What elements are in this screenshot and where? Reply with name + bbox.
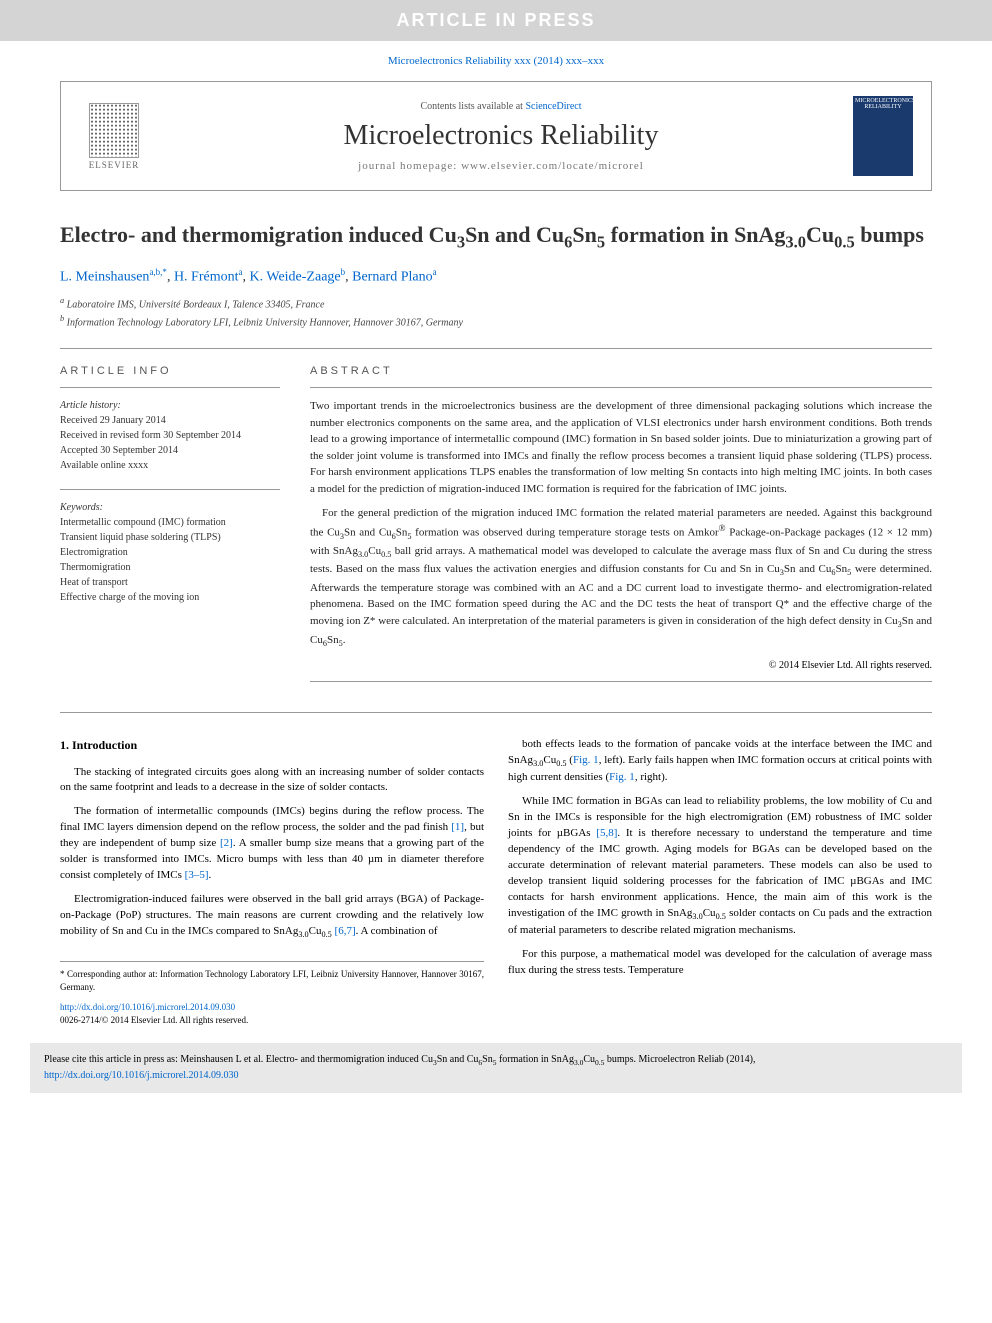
affiliation: b Information Technology Laboratory LFI,… [60,313,932,330]
body-paragraph: While IMC formation in BGAs can lead to … [508,794,932,939]
divider [60,489,280,490]
body-columns: 1. Introduction The stacking of integrat… [0,713,992,1043]
header-center: Contents lists available at ScienceDirec… [149,101,853,172]
keyword-item: Effective charge of the moving ion [60,590,280,605]
journal-name: Microelectronics Reliability [149,120,853,152]
body-paragraph: Electromigration-induced failures were o… [60,892,484,941]
abstract-p1: Two important trends in the microelectro… [310,398,932,497]
author-affil-sup: b [341,267,346,277]
affiliation: a Laboratoire IMS, Université Bordeaux I… [60,295,932,312]
article-in-press-banner: ARTICLE IN PRESS [0,0,992,41]
abstract-p2: For the general prediction of the migrat… [310,505,932,650]
abstract-text: Two important trends in the microelectro… [310,398,932,650]
section-heading-intro: 1. Introduction [60,737,484,754]
author-affil-sup: a,b,* [149,267,167,277]
ref-link[interactable]: [2] [220,837,233,849]
author-link[interactable]: Bernard Plano [352,269,432,284]
homepage-prefix: journal homepage: [358,160,461,172]
keyword-item: Transient liquid phase soldering (TLPS) [60,530,280,545]
copyright: © 2014 Elsevier Ltd. All rights reserved… [310,660,932,671]
author-affil-sup: a [239,267,243,277]
article-info-label: ARTICLE INFO [60,365,280,377]
abstract-column: ABSTRACT Two important trends in the mic… [310,365,932,692]
article-info-column: ARTICLE INFO Article history: Received 2… [60,365,280,692]
footer-doi-link[interactable]: http://dx.doi.org/10.1016/j.microrel.201… [44,1070,239,1081]
homepage-url: www.elsevier.com/locate/microrel [461,160,644,172]
journal-header: ELSEVIER Contents lists available at Sci… [60,81,932,191]
author-link[interactable]: L. Meinshausen [60,269,149,284]
corresponding-author: * Corresponding author at: Information T… [60,961,484,993]
keyword-item: Thermomigration [60,560,280,575]
doi-link[interactable]: http://dx.doi.org/10.1016/j.microrel.201… [60,1002,235,1012]
body-paragraph: both effects leads to the formation of p… [508,737,932,786]
elsevier-tree-icon [89,103,139,158]
citation-line: Microelectronics Reliability xxx (2014) … [0,41,992,81]
sciencedirect-link[interactable]: ScienceDirect [525,101,581,112]
elsevier-text: ELSEVIER [89,160,140,170]
cite-footer: Please cite this article in press as: Me… [30,1043,962,1093]
elsevier-logo: ELSEVIER [79,96,149,176]
cover-text: MICROELECTRONICS RELIABILITY [853,96,913,112]
body-right-paragraphs: both effects leads to the formation of p… [508,737,932,979]
body-paragraph: The stacking of integrated circuits goes… [60,765,484,797]
figure-link[interactable]: Fig. 1 [573,754,599,766]
divider [60,348,932,349]
issn-copyright: 0026-2714/© 2014 Elsevier Ltd. All right… [60,1015,248,1025]
keywords-list: Intermetallic compound (IMC) formationTr… [60,515,280,605]
divider [60,387,280,388]
keyword-item: Electromigration [60,545,280,560]
history-title: Article history: [60,398,280,413]
authors-list: L. Meinshausena,b,*, H. Frémonta, K. Wei… [60,267,932,286]
doi-block: http://dx.doi.org/10.1016/j.microrel.201… [60,1001,484,1027]
article-front-matter: Electro- and thermomigration induced Cu3… [0,191,992,712]
body-paragraph: The formation of intermetallic compounds… [60,804,484,884]
contents-prefix: Contents lists available at [420,101,525,112]
history-received: Received 29 January 2014 [60,413,280,428]
ref-link[interactable]: [1] [451,821,464,833]
keyword-item: Heat of transport [60,575,280,590]
article-history: Article history: Received 29 January 201… [60,398,280,473]
figure-link[interactable]: Fig. 1 [609,771,635,783]
ref-link[interactable]: [5,8] [596,827,617,839]
info-abstract-row: ARTICLE INFO Article history: Received 2… [60,365,932,692]
affiliations: a Laboratoire IMS, Université Bordeaux I… [60,295,932,330]
body-left-paragraphs: The stacking of integrated circuits goes… [60,765,484,942]
author-link[interactable]: K. Weide-Zaage [250,269,341,284]
ref-link[interactable]: [3–5] [185,869,209,881]
author-affil-sup: a [433,267,437,277]
divider [310,681,932,682]
history-accepted: Accepted 30 September 2014 [60,443,280,458]
body-column-left: 1. Introduction The stacking of integrat… [60,737,484,1027]
keywords-title: Keywords: [60,500,280,515]
article-title: Electro- and thermomigration induced Cu3… [60,221,932,253]
keyword-item: Intermetallic compound (IMC) formation [60,515,280,530]
keywords-block: Keywords: Intermetallic compound (IMC) f… [60,500,280,605]
footer-cite-text: Please cite this article in press as: Me… [44,1054,755,1065]
body-column-right: both effects leads to the formation of p… [508,737,932,1027]
journal-cover-thumbnail: MICROELECTRONICS RELIABILITY [853,96,913,176]
journal-homepage: journal homepage: www.elsevier.com/locat… [149,160,853,172]
divider [310,387,932,388]
abstract-label: ABSTRACT [310,365,932,377]
contents-available: Contents lists available at ScienceDirec… [149,101,853,112]
author-link[interactable]: H. Frémont [174,269,239,284]
history-online: Available online xxxx [60,458,280,473]
history-revised: Received in revised form 30 September 20… [60,428,280,443]
ref-link[interactable]: [6,7] [335,925,356,937]
body-paragraph: For this purpose, a mathematical model w… [508,947,932,979]
